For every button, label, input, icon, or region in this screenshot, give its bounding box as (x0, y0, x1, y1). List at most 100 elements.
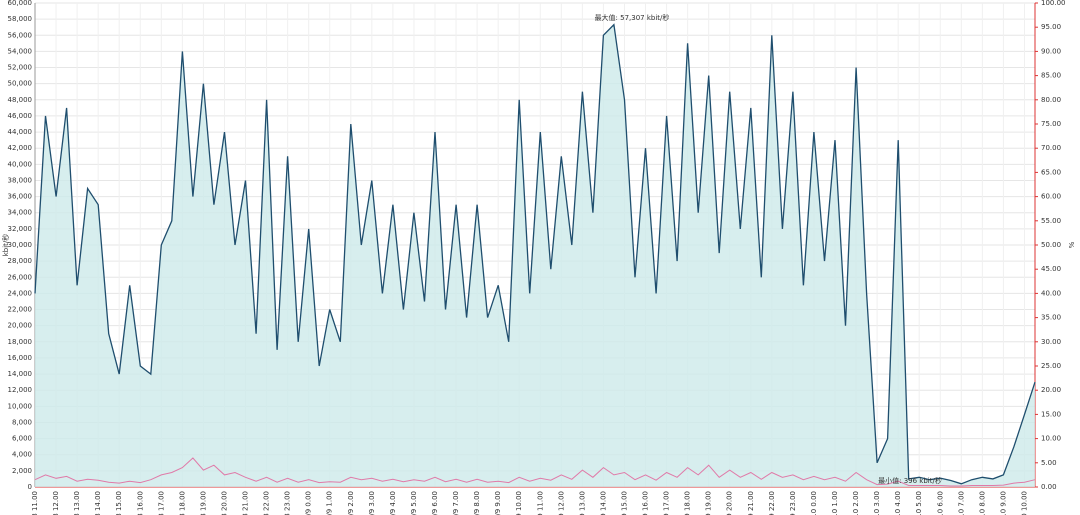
x-tick-label: /9/9 9.00 (494, 491, 502, 515)
x-tick-label: /9/9 17.00 (663, 491, 671, 515)
y2-tick-label: 35.00 (1041, 314, 1061, 322)
y2-tick-label: 60.00 (1041, 193, 1061, 201)
x-tick-label: /9/9 6.00 (431, 491, 439, 515)
x-tick-label: /9/9 3.00 (368, 491, 376, 515)
x-tick-label: /9/9 5.00 (410, 491, 418, 515)
x-tick-label: /9/8 14.00 (94, 491, 102, 515)
y2-tick-label: 65.00 (1041, 168, 1061, 176)
x-tick-label: /9/9 23.00 (789, 491, 797, 515)
y2-tick-label: 80.00 (1041, 96, 1061, 104)
y2-tick-label: 95.00 (1041, 23, 1061, 31)
y-tick-label: 60,000 (8, 0, 33, 7)
area (35, 24, 1035, 487)
y2-tick-label: 15.00 (1041, 410, 1061, 418)
y-tick-label: 34,000 (8, 209, 33, 217)
x-tick-label: /9/9 14.00 (599, 491, 607, 515)
y-tick-label: 6,000 (12, 435, 32, 443)
x-tick-label: /9/9 12.00 (557, 491, 565, 515)
x-tick-label: /9/9 2.00 (347, 491, 355, 515)
series-line (34, 23, 1036, 485)
y2-tick-label: 25.00 (1041, 362, 1061, 370)
x-tick-label: /9/9 4.00 (389, 491, 397, 515)
x-tick-label: /9/8 11.00 (31, 491, 39, 515)
x-tick-label: /9/8 16.00 (136, 491, 144, 515)
y-tick-label: 54,000 (8, 47, 33, 55)
y2-tick-label: 45.00 (1041, 265, 1061, 273)
series-line (34, 457, 1036, 487)
y2-tick-label: 40.00 (1041, 289, 1061, 297)
y-tick-label: 20,000 (8, 322, 33, 330)
y2-tick-label: 20.00 (1041, 386, 1061, 394)
x-tick-label: /9/9 18.00 (684, 491, 692, 515)
x-tick-label: /9/10 0.00 (810, 491, 818, 515)
x-tick-label: /9/9 16.00 (642, 491, 650, 515)
x-tick-label: /9/8 22.00 (263, 491, 271, 515)
x-tick-label: /9/9 10.00 (515, 491, 523, 515)
y-tick-label: 8,000 (12, 418, 32, 426)
y2-tick-label: 55.00 (1041, 217, 1061, 225)
y-tick-label: 4,000 (12, 451, 32, 459)
y-tick-label: 10,000 (8, 402, 33, 410)
y2-tick-label: 30.00 (1041, 338, 1061, 346)
min-annotation: 最小值: 396 kbit/秒 (878, 476, 942, 485)
y2-tick-label: 50.00 (1041, 241, 1061, 249)
x-tick-label: /9/10 6.00 (936, 491, 944, 515)
x-tick-label: /9/9 11.00 (536, 491, 544, 515)
x-tick-label: /9/10 9.00 (999, 491, 1007, 515)
x-tick-label: /9/9 22.00 (768, 491, 776, 515)
x-tick-label: /9/9 8.00 (473, 491, 481, 515)
x-tick-label: /9/8 17.00 (157, 491, 165, 515)
x-tick-label: /9/8 19.00 (199, 491, 207, 515)
x-tick-label: /9/8 12.00 (52, 491, 60, 515)
y2-tick-label: 70.00 (1041, 144, 1061, 152)
y-tick-label: 22,000 (8, 306, 33, 314)
x-tick-label: /9/9 21.00 (747, 491, 755, 515)
x-tick-label: /9/10 2.00 (852, 491, 860, 515)
x-tick-label: /9/8 18.00 (178, 491, 186, 515)
max-annotation: 最大值: 57,307 kbit/秒 (595, 13, 670, 22)
x-tick-label: /9/9 20.00 (726, 491, 734, 515)
x-tick-label: /9/9 1.00 (326, 491, 334, 515)
x-tick-label: /9/9 0.00 (305, 491, 313, 515)
x-tick-label: /9/10 4.00 (894, 491, 902, 515)
y-tick-label: 58,000 (8, 15, 33, 23)
y2-tick-label: 0.00 (1041, 483, 1057, 491)
y2-tick-label: 75.00 (1041, 120, 1061, 128)
y-tick-label: 0 (28, 483, 32, 491)
x-tick-label: /9/8 13.00 (73, 491, 81, 515)
x-tick-label: /9/9 13.00 (578, 491, 586, 515)
y-tick-label: 38,000 (8, 176, 33, 184)
y2-tick-label: 90.00 (1041, 47, 1061, 55)
y-tick-label: 46,000 (8, 112, 33, 120)
y-tick-label: 44,000 (8, 128, 33, 136)
x-tick-label: /9/10 5.00 (915, 491, 923, 515)
y-tick-label: 56,000 (8, 31, 33, 39)
x-tick-label: /9/8 23.00 (284, 491, 292, 515)
y-tick-label: 52,000 (8, 64, 33, 72)
y-tick-label: 36,000 (8, 193, 33, 201)
x-tick-label: /9/10 8.00 (978, 491, 986, 515)
y-axis-label: kbit/秒 (1, 234, 10, 257)
x-tick-label: /9/9 7.00 (452, 491, 460, 515)
y-tick-label: 42,000 (8, 144, 33, 152)
x-tick-label: /9/8 21.00 (242, 491, 250, 515)
y-tick-label: 12,000 (8, 386, 33, 394)
y-tick-label: 40,000 (8, 160, 33, 168)
y2-tick-label: 10.00 (1041, 435, 1061, 443)
x-tick-label: /9/8 15.00 (115, 491, 123, 515)
x-tick-label: /9/10 1.00 (831, 491, 839, 515)
y2-tick-label: 100.00 (1041, 0, 1066, 7)
y-tick-label: 26,000 (8, 273, 33, 281)
y-tick-label: 16,000 (8, 354, 33, 362)
x-tick-label: /9/10 10.00 (1020, 491, 1028, 515)
y-tick-label: 50,000 (8, 80, 33, 88)
x-tick-label: /9/10 3.00 (873, 491, 881, 515)
y2-tick-label: 5.00 (1041, 459, 1057, 467)
y-tick-label: 24,000 (8, 289, 33, 297)
y-tick-label: 2,000 (12, 467, 32, 475)
y-tick-label: 14,000 (8, 370, 33, 378)
x-tick-label: /9/9 15.00 (620, 491, 628, 515)
y-tick-label: 28,000 (8, 257, 33, 265)
y-tick-label: 32,000 (8, 225, 33, 233)
y-tick-label: 48,000 (8, 96, 33, 104)
